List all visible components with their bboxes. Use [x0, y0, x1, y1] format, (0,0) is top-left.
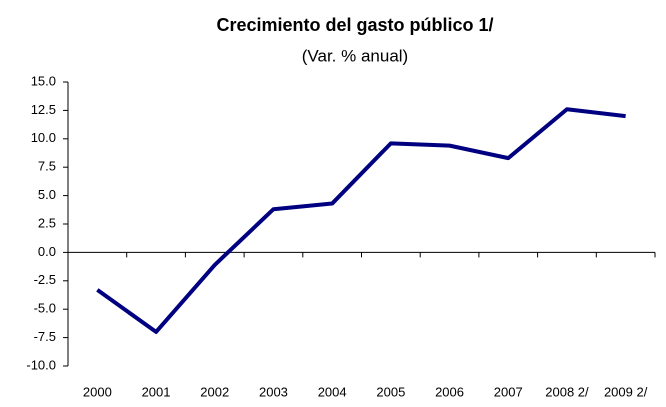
y-tick-label: -7.5 — [34, 329, 56, 344]
y-tick-label: 12.5 — [31, 102, 56, 117]
x-tick-label: 2003 — [259, 384, 288, 399]
y-tick-label: 15.0 — [31, 73, 56, 88]
x-tick-label: 2005 — [376, 384, 405, 399]
y-tick-label: 7.5 — [38, 159, 56, 174]
x-tick-label: 2004 — [318, 384, 347, 399]
y-tick-label: 10.0 — [31, 130, 56, 145]
x-tick-label: 2008 2/ — [545, 384, 589, 399]
y-tick-label: -10.0 — [26, 357, 56, 372]
x-tick-label: 2009 2/ — [604, 384, 648, 399]
y-tick-label: 0.0 — [38, 244, 56, 259]
x-tick-label: 2007 — [494, 384, 523, 399]
data-line — [96, 107, 626, 334]
y-tick-label: 2.5 — [38, 215, 56, 230]
x-tick-label: 2000 — [83, 384, 112, 399]
chart-title: Crecimiento del gasto público 1/ — [216, 15, 493, 35]
y-tick-label: -2.5 — [34, 272, 56, 287]
x-tick-label: 2001 — [142, 384, 171, 399]
x-tick-label: 2002 — [200, 384, 229, 399]
y-tick-label: -5.0 — [34, 301, 56, 316]
x-tick-label: 2006 — [435, 384, 464, 399]
y-tick-label: 5.0 — [38, 187, 56, 202]
chart-subtitle: (Var. % anual) — [302, 46, 408, 65]
